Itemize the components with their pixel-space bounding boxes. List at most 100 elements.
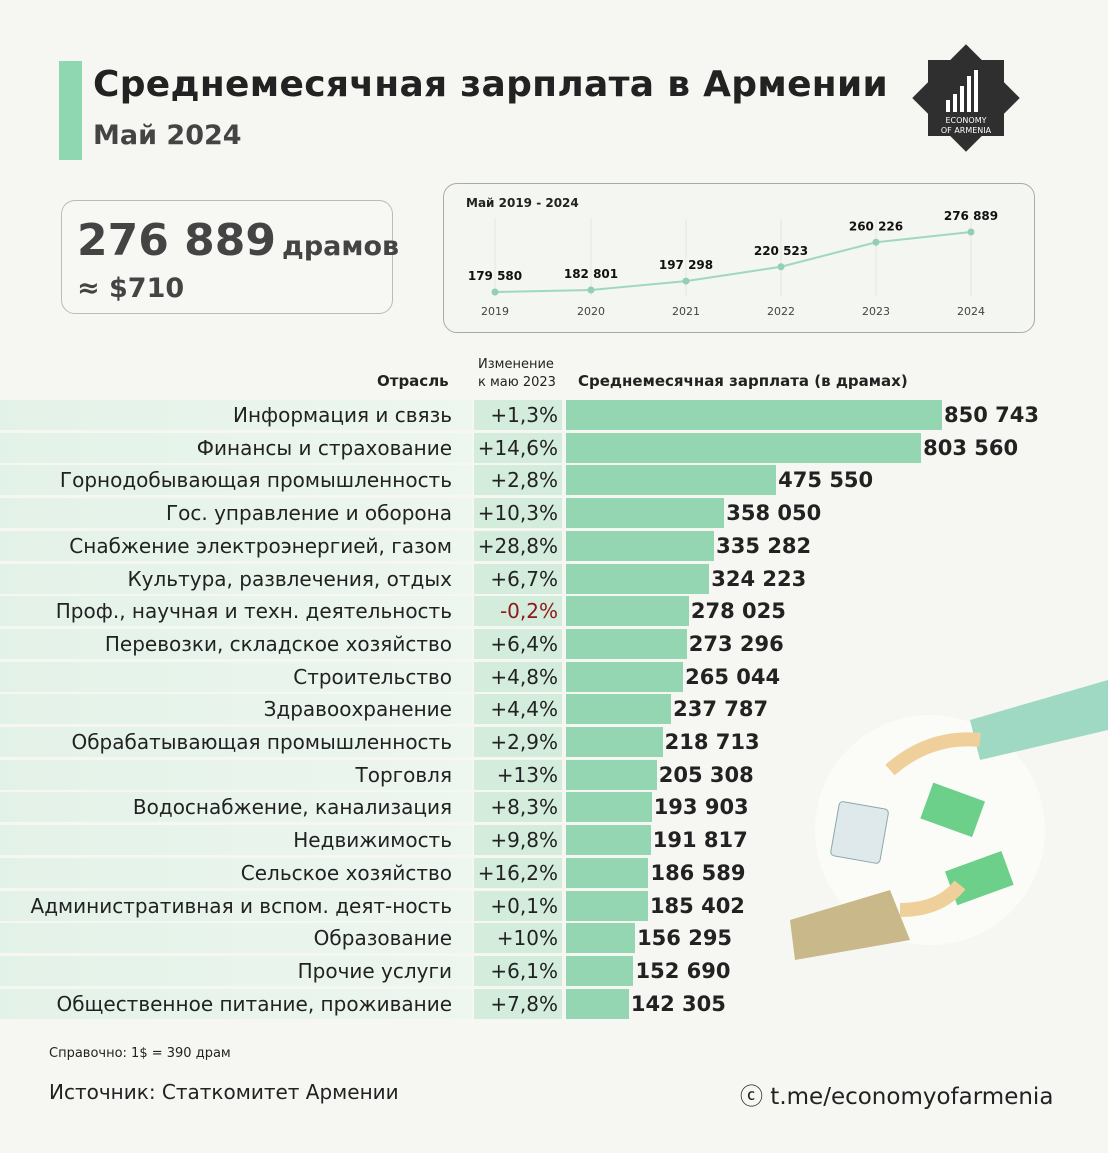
x-tick-label: 2023	[862, 305, 890, 318]
salary-bar	[566, 955, 634, 986]
salary-value-label: 324 223	[711, 566, 807, 591]
industry-label: Водоснабжение, канализация	[0, 792, 472, 823]
table-row: Культура, развлечения, отдых +6,7% 324 2…	[0, 563, 1108, 594]
change-value: +28,8%	[474, 530, 562, 561]
salary-bar	[566, 727, 663, 757]
industry-label: Гос. управление и оборона	[0, 498, 472, 529]
salary-value-label: 850 743	[944, 403, 1039, 427]
table-row: Прочие услуги +6,1% 152 690	[0, 955, 1108, 986]
industry-label: Обрабатывающая промышленность	[0, 727, 472, 757]
salary-value-label: 803 560	[923, 435, 1019, 460]
industry-label: Снабжение электроэнергией, газом	[0, 530, 472, 561]
table-row: Сельское хозяйство +16,2% 186 589	[0, 857, 1108, 888]
data-point	[967, 228, 975, 236]
change-value: +10,3%	[474, 498, 562, 529]
data-label: 276 889	[944, 209, 998, 223]
data-label: 220 523	[754, 244, 808, 258]
usd-equivalent: ≈ $710	[77, 273, 185, 304]
change-value: +0,1%	[474, 890, 562, 921]
x-tick-label: 2019	[481, 305, 509, 318]
change-value: +6,7%	[474, 563, 562, 594]
salary-bar	[566, 465, 777, 496]
industry-label: Образование	[0, 923, 472, 954]
salary-bar	[566, 890, 648, 921]
page-title: Среднемесячная зарплата в Армении	[93, 64, 889, 105]
trend-line	[494, 231, 972, 293]
industry-label: Торговля	[0, 759, 472, 790]
telegram-link[interactable]: ⓒ t.me/economyofarmenia	[740, 1084, 1054, 1110]
exchange-rate-note: Справочно: 1$ = 390 драм	[49, 1046, 231, 1061]
table-row: Финансы и страхование +14,6% 803 560	[0, 432, 1108, 463]
salary-value-label: 265 044	[685, 664, 781, 689]
change-value: +4,8%	[474, 661, 562, 692]
salary-value-label: 273 296	[688, 631, 784, 656]
industry-label: Прочие услуги	[0, 955, 472, 986]
change-value: -0,2%	[474, 596, 562, 627]
change-value: +10%	[474, 923, 562, 954]
data-label: 260 226	[849, 219, 903, 233]
change-value: +2,8%	[474, 465, 562, 496]
change-value: +16,2%	[474, 857, 562, 888]
svg-text:OF ARMENIA: OF ARMENIA	[941, 126, 992, 135]
data-point	[587, 286, 595, 294]
trend-chart-title: Май 2019 - 2024	[466, 196, 579, 210]
salary-value-label: 193 903	[653, 795, 749, 820]
salary-value-label: 156 295	[637, 926, 733, 951]
change-value: +7,8%	[474, 988, 562, 1019]
salary-value-label: 186 589	[650, 860, 746, 885]
column-header-industry: Отрасль	[377, 372, 449, 390]
industry-label: Недвижимость	[0, 825, 472, 856]
salary-bar	[566, 432, 922, 463]
change-value: +8,3%	[474, 792, 562, 823]
salary-bar	[566, 628, 687, 659]
table-row: Горнодобывающая промышленность +2,8% 475…	[0, 465, 1108, 496]
salary-bar	[566, 792, 652, 823]
salary-value-label: 191 817	[652, 828, 748, 853]
trend-chart-card: Май 2019 - 2024 179 580 2019 182 801 2020 19…	[443, 183, 1035, 333]
data-label: 179 580	[468, 269, 522, 283]
salary-bar	[566, 857, 649, 888]
x-tick-label: 2021	[672, 305, 700, 318]
salary-bar	[566, 694, 672, 725]
salary-bar	[566, 661, 684, 692]
column-header-change-line2: к маю 2023	[478, 375, 556, 390]
change-value: +4,4%	[474, 694, 562, 725]
x-tick-label: 2022	[767, 305, 795, 318]
table-row: Здравоохранение +4,4% 237 787	[0, 694, 1108, 725]
salary-bar	[566, 596, 689, 627]
salary-bar	[566, 988, 629, 1019]
change-value: +6,1%	[474, 955, 562, 986]
salary-bar	[566, 530, 715, 561]
change-value: +6,4%	[474, 628, 562, 659]
industry-label: Общественное питание, проживание	[0, 988, 472, 1019]
page-subtitle: Май 2024	[93, 120, 242, 151]
industry-label: Проф., научная и техн. деятельность	[0, 596, 472, 627]
table-row: Образование +10% 156 295	[0, 923, 1108, 954]
table-row: Гос. управление и оборона +10,3% 358 050	[0, 498, 1108, 529]
summary-card: 276 889 драмов ≈ $710	[61, 200, 399, 314]
column-header-change-line1: Изменение	[478, 357, 554, 372]
salary-value-label: 278 025	[690, 599, 786, 624]
salary-value-label: 237 787	[673, 697, 769, 722]
industry-label: Сельское хозяйство	[0, 857, 472, 888]
x-tick-label: 2024	[957, 305, 985, 318]
table-row: Обрабатывающая промышленность +2,9% 218 …	[0, 727, 1108, 757]
salary-value-label: 142 305	[630, 991, 726, 1016]
industry-label: Здравоохранение	[0, 694, 472, 725]
data-point	[872, 238, 880, 246]
change-value: +2,9%	[474, 727, 562, 757]
industry-label: Культура, развлечения, отдых	[0, 563, 472, 594]
salary-bar	[566, 400, 942, 430]
salary-value-label: 475 550	[778, 468, 874, 493]
industry-label: Строительство	[0, 661, 472, 692]
data-label: 197 298	[659, 258, 713, 272]
currency-unit: драмов	[282, 231, 400, 262]
table-row: Недвижимость +9,8% 191 817	[0, 825, 1108, 856]
svg-text:ECONOMY: ECONOMY	[945, 116, 986, 125]
salary-bar	[566, 759, 657, 790]
salary-bar	[566, 825, 651, 856]
industry-label: Финансы и страхование	[0, 432, 472, 463]
industry-label: Перевозки, складское хозяйство	[0, 628, 472, 659]
average-salary-value: 276 889	[77, 215, 277, 266]
table-row: Торговля +13% 205 308	[0, 759, 1108, 790]
